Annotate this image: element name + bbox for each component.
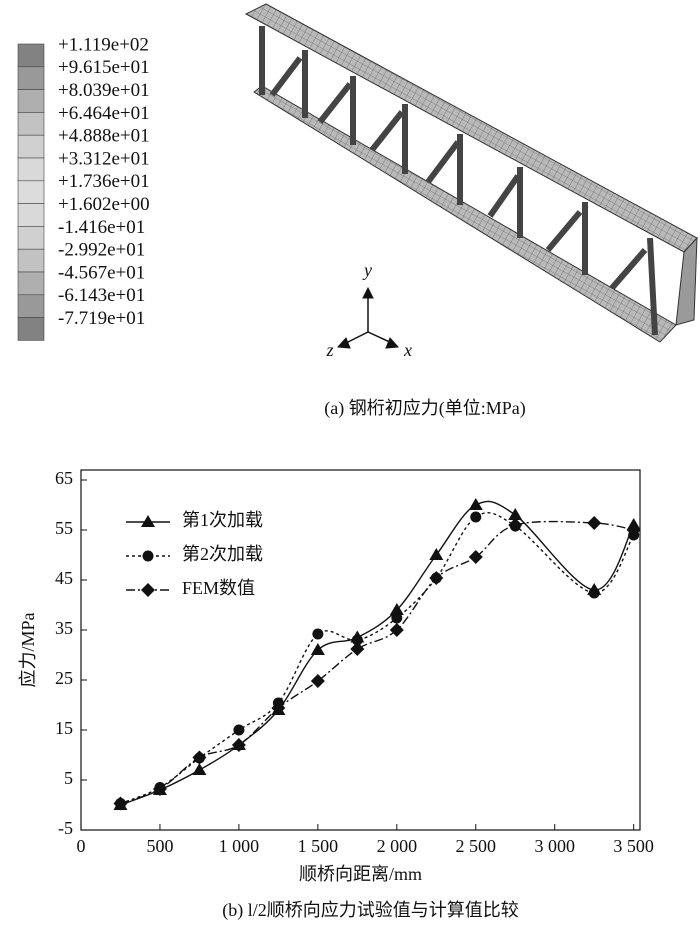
legend-label: +1.736e+01 [58, 171, 150, 192]
legend-label: +6.464e+01 [58, 103, 150, 124]
marker [508, 518, 523, 532]
x-tick-label: 1 500 [298, 836, 339, 856]
marker [152, 782, 167, 796]
line-chart: -5 5 15 25 35 45 55 65 0 500 1 000 1 500 2 000 2 500 3… [18, 468, 654, 921]
series-line [120, 512, 635, 805]
marker [389, 603, 404, 615]
contour-legend: +1.119e+02+9.615e+01+8.039e+01+6.464e+01… [17, 34, 150, 341]
legend-label: +1.602e+00 [58, 194, 150, 215]
x-tick-label: 2 000 [377, 836, 418, 856]
marker [391, 612, 403, 624]
legend-swatch [17, 89, 45, 113]
marker [312, 628, 324, 640]
plot-frame [80, 469, 641, 831]
legend-swatch [17, 134, 45, 159]
legend-swatch [17, 157, 45, 182]
marker [588, 587, 600, 599]
x-tick-label: 500 [146, 836, 173, 856]
axes-triad [336, 286, 400, 349]
y-axis-label: 应力/MPa [18, 612, 38, 687]
marker [141, 583, 155, 597]
x-tick-label: 3 500 [613, 836, 654, 856]
marker [310, 643, 325, 655]
legend-label: -7.719e+01 [58, 308, 145, 329]
beam-model [244, 3, 698, 343]
y-tick-label: 55 [55, 518, 73, 538]
legend-label: FEM数值 [182, 578, 255, 598]
legend-swatch [17, 180, 45, 204]
marker [351, 634, 363, 646]
marker [429, 571, 444, 585]
legend-swatch [17, 294, 45, 318]
triad-label: y [362, 260, 372, 280]
marker [271, 701, 286, 715]
marker [468, 550, 483, 564]
legend-label: +9.615e+01 [58, 57, 150, 78]
marker [233, 724, 245, 736]
x-tick-label: 0 [77, 836, 86, 856]
legend-swatch [17, 317, 45, 341]
x-axis-label: 顺桥向距离/mm [299, 864, 422, 884]
legend-label: +1.119e+02 [58, 34, 149, 55]
x-tick-label: 2 500 [456, 836, 497, 856]
x-tick-label: 3 000 [534, 836, 575, 856]
legend-label: -2.992e+01 [58, 240, 145, 261]
y-tick-label: -5 [58, 818, 73, 838]
y-tick-label: 15 [55, 718, 73, 738]
triad-label: z [325, 340, 333, 360]
marker [113, 796, 128, 811]
y-tick-label: 25 [55, 668, 73, 688]
legend-label: -6.143e+01 [58, 285, 145, 306]
marker [429, 548, 444, 560]
legend-label: +4.888e+01 [58, 126, 150, 147]
marker [468, 498, 483, 510]
caption: (a) 钢桁初应力(单位:MPa) [324, 398, 525, 419]
legend-swatch [17, 203, 45, 227]
marker [310, 674, 325, 688]
legend-swatch [17, 66, 45, 90]
marker [470, 511, 482, 523]
y-tick-label: 5 [64, 768, 73, 788]
caption: (b) l/2顺桥向应力试验值与计算值比较 [222, 900, 519, 921]
marker [192, 750, 207, 765]
marker [587, 516, 602, 530]
x-tick-label: 1 000 [219, 836, 260, 856]
legend-label: +3.312e+01 [58, 148, 150, 169]
legend-swatch [17, 226, 45, 250]
marker [389, 623, 404, 637]
y-tick-label: 45 [55, 568, 73, 588]
legend-label: -1.416e+01 [58, 217, 145, 238]
legend-label: +8.039e+01 [58, 80, 150, 101]
marker [626, 523, 641, 537]
y-tick-label: 65 [55, 468, 73, 488]
marker [142, 550, 154, 562]
triad-label: x [403, 340, 412, 360]
y-tick-label: 35 [55, 618, 73, 638]
legend-label: 第1次加载 [182, 510, 263, 530]
legend-swatch [17, 271, 45, 296]
marker [141, 515, 155, 527]
marker [508, 508, 523, 520]
legend-label: -4.567e+01 [58, 262, 145, 283]
marker [192, 763, 207, 775]
legend-swatch [17, 248, 45, 273]
legend-label: 第2次加载 [182, 544, 263, 564]
legend-swatch [17, 43, 45, 68]
legend-swatch [17, 112, 45, 136]
marker [350, 642, 365, 656]
marker [231, 738, 246, 752]
